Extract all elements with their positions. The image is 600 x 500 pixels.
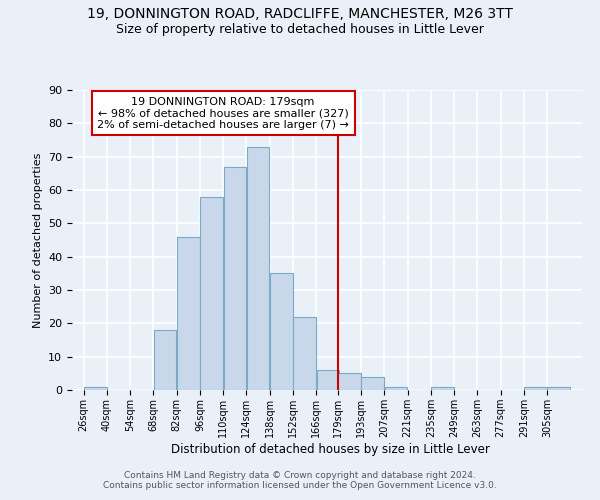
Text: Contains HM Land Registry data © Crown copyright and database right 2024.
Contai: Contains HM Land Registry data © Crown c… (103, 470, 497, 490)
Y-axis label: Number of detached properties: Number of detached properties (32, 152, 43, 328)
Bar (84, 386, 107, 390)
Text: 19, DONNINGTON ROAD, RADCLIFFE, MANCHESTER, M26 3TT: 19, DONNINGTON ROAD, RADCLIFFE, MANCHEST… (87, 8, 513, 22)
Bar (547, 386, 570, 390)
Bar (524, 386, 547, 390)
Text: Size of property relative to detached houses in Little Lever: Size of property relative to detached ho… (116, 22, 484, 36)
Bar (385, 386, 407, 390)
Bar (177, 236, 200, 390)
Bar (338, 374, 361, 390)
Bar (224, 166, 246, 390)
Bar (361, 376, 384, 390)
Bar (270, 274, 293, 390)
Text: 19 DONNINGTON ROAD: 179sqm
← 98% of detached houses are smaller (327)
2% of semi: 19 DONNINGTON ROAD: 179sqm ← 98% of deta… (97, 96, 349, 130)
Bar (431, 386, 454, 390)
Bar (200, 196, 223, 390)
Bar (154, 330, 176, 390)
Bar (247, 146, 269, 390)
Bar (317, 370, 339, 390)
Text: Distribution of detached houses by size in Little Lever: Distribution of detached houses by size … (170, 442, 490, 456)
Bar (293, 316, 316, 390)
